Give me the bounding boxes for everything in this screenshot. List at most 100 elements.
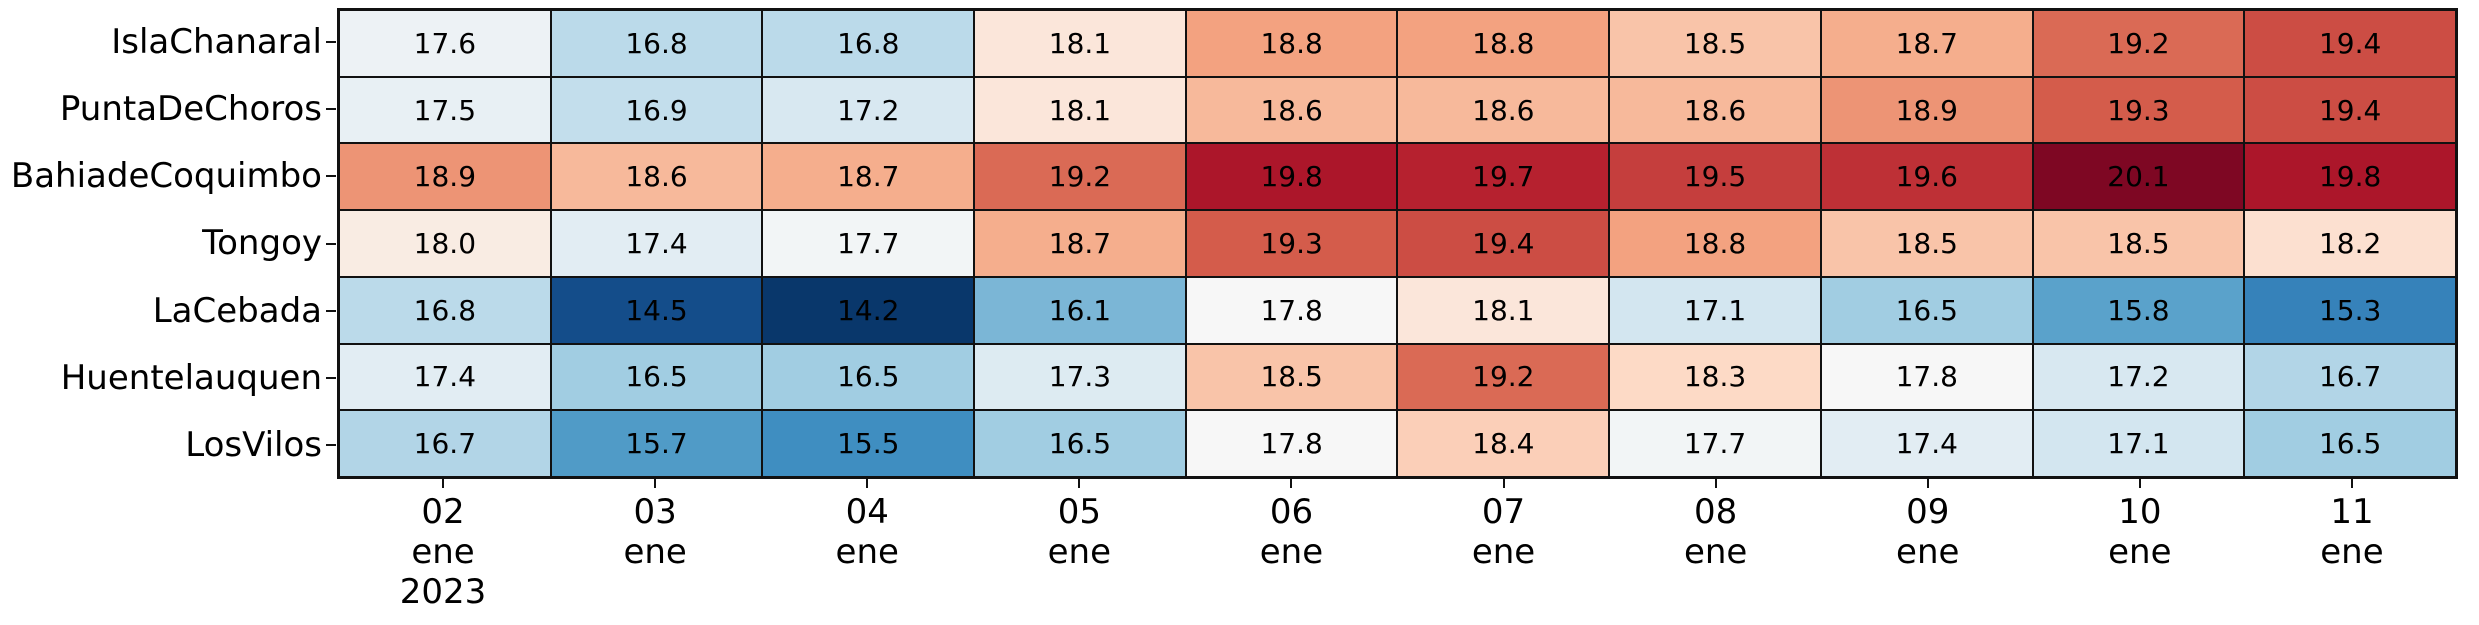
heatmap-cell-value: 19.4 xyxy=(2318,93,2382,127)
heatmap-cell: 14.5 xyxy=(550,276,763,344)
heatmap-cell-value: 16.5 xyxy=(1895,293,1958,327)
heatmap-cell: 18.6 xyxy=(1397,76,1610,144)
x-axis-label-line: 02 xyxy=(421,492,465,532)
x-axis-tick xyxy=(442,479,445,488)
x-axis-label: 10 ene xyxy=(2034,492,2246,612)
x-axis-label-line: 08 xyxy=(1694,492,1738,532)
heatmap-cell-value: 19.2 xyxy=(1472,360,1535,394)
x-axis-label: 09 ene xyxy=(1822,492,2034,612)
heatmap-cell: 19.4 xyxy=(1397,210,1610,277)
heatmap-cell-value: 18.1 xyxy=(1472,293,1535,327)
y-axis-tick xyxy=(326,377,336,380)
y-axis-label-text: PuntaDeChoros xyxy=(59,88,322,129)
heatmap-cell: 17.4 xyxy=(339,343,551,411)
heatmap-cell: 19.3 xyxy=(1185,210,1398,277)
y-axis-label-text: Huentelauquen xyxy=(60,358,322,399)
heatmap-cell: 17.4 xyxy=(1820,410,2033,477)
heatmap-cell-value: 15.8 xyxy=(2107,293,2170,327)
heatmap-cell: 16.9 xyxy=(550,76,763,144)
heatmap-cell: 18.6 xyxy=(1609,76,1821,144)
heatmap-cell: 19.3 xyxy=(2032,76,2245,144)
heatmap-cell: 18.8 xyxy=(1397,10,1610,77)
heatmap-cell-value: 19.4 xyxy=(2318,26,2382,60)
heatmap-cell: 18.9 xyxy=(1820,76,2033,144)
heatmap-cell: 17.8 xyxy=(1185,276,1398,344)
x-axis-label-line: 11 xyxy=(2330,492,2374,532)
heatmap-cell-value: 16.1 xyxy=(1048,293,1112,327)
y-axis-tick xyxy=(326,444,336,447)
heatmap-cell: 19.7 xyxy=(1397,143,1610,211)
heatmap-cell-value: 19.7 xyxy=(1472,160,1535,194)
heatmap-cell: 17.5 xyxy=(339,76,551,144)
heatmap-cell-value: 18.1 xyxy=(1048,26,1112,60)
x-axis-label-line: 09 xyxy=(1906,492,1950,532)
heatmap-cell-value: 18.6 xyxy=(1472,93,1535,127)
x-axis-labels: 02 ene 2023 03 ene 04 ene 05 ene 06 ene 07 ene 08 ene 0… xyxy=(337,492,2458,612)
heatmap-cell-value: 19.5 xyxy=(1683,160,1747,194)
heatmap-cell-value: 19.6 xyxy=(1895,160,1958,194)
x-axis-label: 08 ene xyxy=(1610,492,1822,612)
heatmap-cell: 18.0 xyxy=(339,210,551,277)
heatmap-cell: 19.2 xyxy=(1397,343,1610,411)
heatmap-cell-value: 19.2 xyxy=(2107,26,2170,60)
heatmap-cell-value: 19.3 xyxy=(2107,93,2170,127)
y-axis-tick xyxy=(326,40,336,43)
heatmap-cell: 18.6 xyxy=(550,143,763,211)
heatmap-cell-value: 17.5 xyxy=(413,93,477,127)
x-axis-label-line: ene xyxy=(411,532,475,572)
heatmap-cell: 17.1 xyxy=(1609,276,1821,344)
heatmap-cell-value: 17.1 xyxy=(2107,427,2170,461)
heatmap-cell: 17.3 xyxy=(974,343,1186,411)
y-axis-tick xyxy=(326,175,336,178)
heatmap-cell: 20.1 xyxy=(2032,143,2245,211)
x-axis-tick xyxy=(866,479,869,488)
x-axis-label-line: ene xyxy=(2320,532,2384,572)
heatmap-cell: 18.5 xyxy=(1185,343,1398,411)
y-axis-label-text: BahiadeCoquimbo xyxy=(10,156,322,197)
x-axis-tick xyxy=(1078,479,1081,488)
heatmap-cell-value: 18.7 xyxy=(1048,226,1112,260)
heatmap-cell: 15.7 xyxy=(550,410,763,477)
y-axis-label: LosVilos xyxy=(0,412,322,479)
heatmap-cell: 18.9 xyxy=(339,143,551,211)
y-axis-label: PuntaDeChoros xyxy=(0,75,322,142)
x-axis-label: 07 ene xyxy=(1398,492,1610,612)
heatmap-cell: 16.8 xyxy=(550,10,763,77)
heatmap-cell: 17.6 xyxy=(339,10,551,77)
heatmap-cell-value: 17.4 xyxy=(1895,427,1958,461)
x-axis-tick xyxy=(1926,479,1929,488)
heatmap-cell: 18.5 xyxy=(1820,210,2033,277)
heatmap-cell-value: 18.5 xyxy=(1260,360,1323,394)
heatmap-cell-value: 18.8 xyxy=(1683,226,1747,260)
x-axis-label: 11 ene xyxy=(2246,492,2458,612)
heatmap-cell: 19.8 xyxy=(1185,143,1398,211)
y-axis-tick xyxy=(326,242,336,245)
x-axis-tick xyxy=(2138,479,2141,488)
heatmap-cell-value: 17.7 xyxy=(837,226,900,260)
y-axis-tick xyxy=(326,309,336,312)
heatmap-cell: 17.2 xyxy=(762,76,975,144)
y-axis-label: BahiadeCoquimbo xyxy=(0,143,322,210)
heatmap-cell-value: 16.5 xyxy=(1048,427,1112,461)
heatmap-cell-value: 16.5 xyxy=(625,360,688,394)
heatmap-cell: 17.2 xyxy=(2032,343,2245,411)
y-axis-label: IslaChanaral xyxy=(0,8,322,75)
heatmap-cell: 17.1 xyxy=(2032,410,2245,477)
heatmap-cell-value: 18.0 xyxy=(413,226,477,260)
heatmap-cell: 19.2 xyxy=(974,143,1186,211)
y-axis-label-text: Tongoy xyxy=(202,223,322,264)
heatmap-cell-value: 16.8 xyxy=(413,293,477,327)
heatmap-cell: 18.6 xyxy=(1185,76,1398,144)
heatmap-cell-value: 19.8 xyxy=(2318,160,2382,194)
heatmap-cell-value: 16.7 xyxy=(2318,360,2382,394)
x-axis-label: 04 ene xyxy=(761,492,973,612)
heatmap-cell-value: 17.3 xyxy=(1048,360,1112,394)
heatmap-cell-value: 18.6 xyxy=(625,160,688,194)
heatmap-cell-value: 16.7 xyxy=(413,427,477,461)
heatmap-cell-value: 20.1 xyxy=(2107,160,2170,194)
heatmap-cell-value: 17.7 xyxy=(1683,427,1747,461)
heatmap-cell-value: 18.9 xyxy=(413,160,477,194)
y-axis-labels: IslaChanaral PuntaDeChoros BahiadeCoquimbo… xyxy=(0,8,322,479)
heatmap-cell-value: 18.6 xyxy=(1683,93,1747,127)
y-axis-label: Huentelauquen xyxy=(0,344,322,411)
